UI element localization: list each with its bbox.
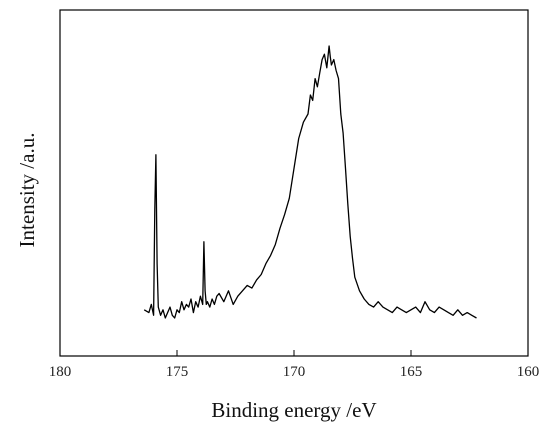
x-tick-label: 165 xyxy=(400,364,423,380)
x-tick-label: 175 xyxy=(166,364,189,380)
spectrum-line xyxy=(143,45,477,319)
x-tick-label: 180 xyxy=(49,364,72,380)
y-axis-title: Intensity /a.u. xyxy=(15,133,39,248)
x-axis-tick-labels: 180 175 170 165 160 xyxy=(49,364,540,380)
x-tick-label: 170 xyxy=(283,364,306,380)
x-axis-ticks xyxy=(59,350,529,356)
series-layer xyxy=(143,45,477,319)
plot-frame xyxy=(59,9,529,357)
x-tick-label: 160 xyxy=(517,364,540,380)
plot-area xyxy=(59,9,529,357)
x-axis-title: Binding energy /eV xyxy=(211,398,376,422)
